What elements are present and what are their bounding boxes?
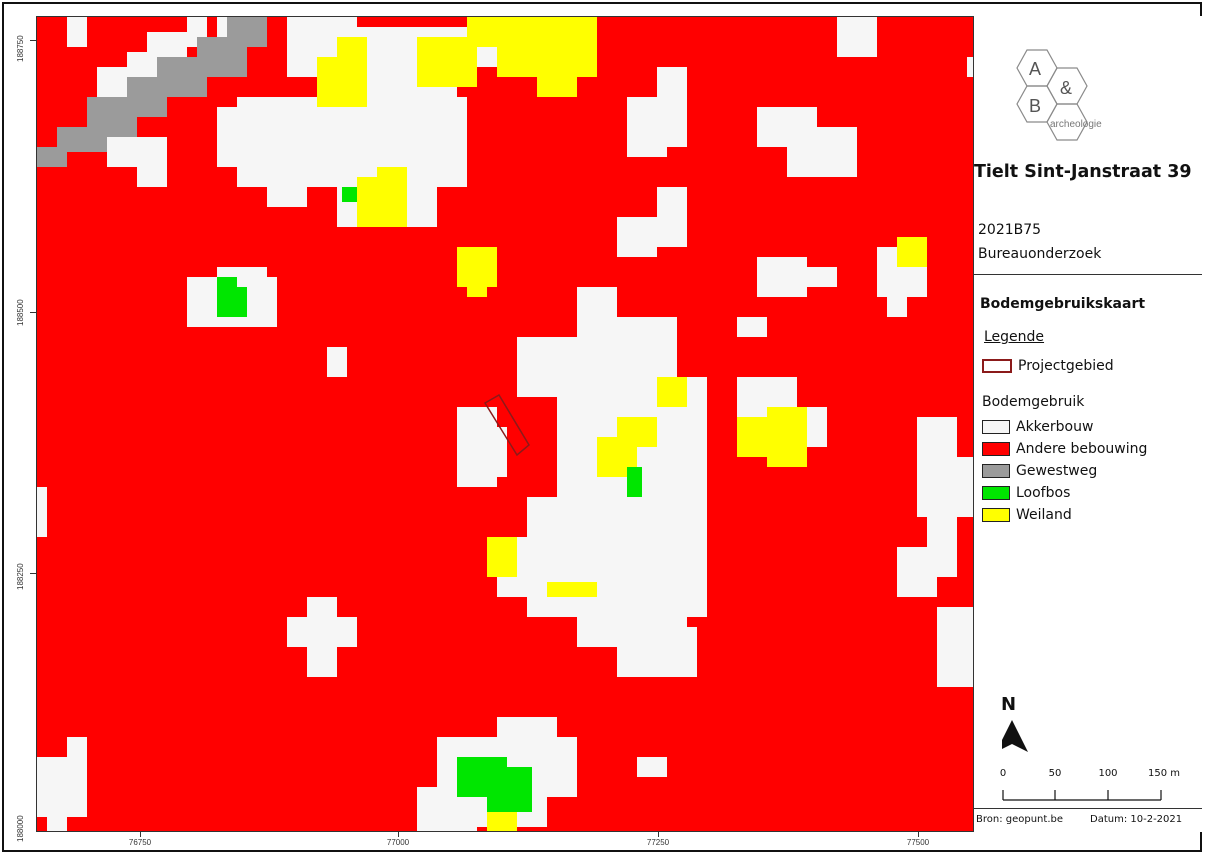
project-area-outline[interactable] [483, 393, 530, 457]
x-tick-mark [658, 832, 659, 837]
north-label: N [1001, 694, 1017, 715]
legend-swatch-gewestweg [982, 464, 1010, 478]
scale-label: 0 [999, 768, 1007, 779]
x-tick-label: 77250 [646, 838, 670, 847]
project-code: 2021B75 [978, 222, 1042, 238]
legend-item-weiland[interactable]: Weiland [982, 507, 1072, 523]
scale-label: 100 [1098, 768, 1118, 779]
logo-ampersand: & [1060, 78, 1072, 98]
legend-swatch-akkerbouw [982, 420, 1010, 434]
x-tick-label: 76750 [128, 838, 152, 847]
project-title: Tielt Sint-Janstraat 39 [974, 162, 1192, 182]
scale-label: 50 [1048, 768, 1062, 779]
legend-label: Weiland [1016, 507, 1072, 523]
map-title: Bodemgebruikskaart [980, 296, 1146, 312]
logo-wordmark: archeologie [1050, 119, 1102, 130]
y-tick-mark [30, 40, 36, 41]
y-tick-mark [30, 312, 36, 313]
legend-swatch-loofbos [982, 486, 1010, 500]
map-panel: A & B archeologie Tielt Sint-Janstraat 3… [974, 16, 1202, 832]
land-use-weiland [317, 17, 927, 831]
north-arrow-icon [1002, 720, 1028, 752]
y-tick-label: 188500 [16, 299, 25, 326]
legend-label: Gewestweg [1016, 463, 1098, 479]
x-tick-label: 77500 [906, 838, 930, 847]
logo-letter-a: A [1029, 59, 1041, 79]
land-use-gewestweg [37, 17, 267, 167]
panel-divider [974, 808, 1202, 809]
x-tick-label: 77000 [386, 838, 410, 847]
legend-item-andere-bebouwing[interactable]: Andere bebouwing [982, 441, 1147, 457]
legend-item-projectgebied[interactable]: Projectgebied [982, 358, 1114, 374]
legend-label: Akkerbouw [1016, 419, 1094, 435]
y-tick-label: 188000 [16, 815, 25, 842]
land-use-map[interactable] [36, 16, 974, 832]
scale-label: 150 m [1147, 768, 1181, 779]
date-label: Datum: 10-2-2021 [1090, 814, 1183, 825]
x-tick-mark [398, 832, 399, 837]
legend-item-akkerbouw[interactable]: Akkerbouw [982, 419, 1093, 435]
y-tick-label: 188250 [16, 563, 25, 590]
legend-label: Loofbos [1016, 485, 1071, 501]
logo-letter-b: B [1029, 96, 1041, 116]
legend-item-gewestweg[interactable]: Gewestweg [982, 463, 1097, 479]
project-subtitle: Bureauonderzoek [978, 246, 1102, 262]
y-tick-label: 188750 [16, 35, 25, 62]
panel-divider [974, 274, 1202, 275]
legend-swatch-weiland [982, 508, 1010, 522]
legend-label: Projectgebied [1018, 358, 1114, 374]
x-tick-mark [140, 832, 141, 837]
x-tick-mark [918, 832, 919, 837]
company-logo: A & B archeologie [1016, 49, 1102, 141]
legend-heading: Legende [984, 329, 1045, 345]
land-use-loofbos [217, 187, 642, 812]
legend-label: Andere bebouwing [1016, 441, 1148, 457]
legend-group-label: Bodemgebruik [982, 394, 1085, 410]
source-label: Bron: geopunt.be [976, 814, 1063, 825]
legend-item-loofbos[interactable]: Loofbos [982, 485, 1070, 501]
y-tick-mark [30, 573, 36, 574]
logo-hexagon-word [1046, 103, 1088, 141]
legend-swatch-andere-bebouwing [982, 442, 1010, 456]
map-canvas [37, 17, 973, 831]
scale-bar [1002, 790, 1162, 801]
legend-swatch-projectgebied [982, 359, 1012, 373]
